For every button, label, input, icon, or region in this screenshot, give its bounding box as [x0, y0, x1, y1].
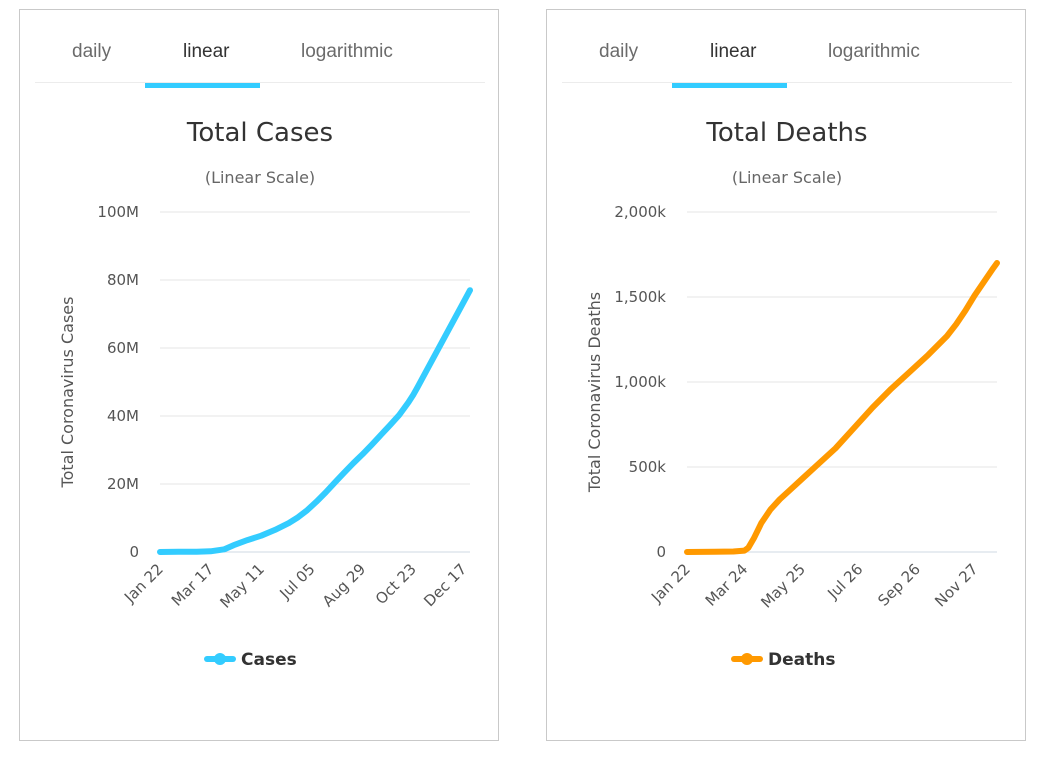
deaths-x-tick-label: Sep 26 — [874, 560, 924, 610]
deaths-chart-title: Total Deaths — [705, 118, 867, 148]
cases-chart-panel: daily linear logarithmic Total Cases (Lin… — [19, 9, 499, 741]
cases-x-tick-label: Dec 17 — [420, 560, 470, 610]
cases-y-tick-label: 80M — [107, 271, 139, 289]
cases-series-line — [160, 290, 470, 552]
deaths-x-tick-label: Mar 24 — [702, 560, 752, 610]
deaths-y-axis-title: Total Coronavirus Deaths — [585, 292, 604, 493]
cases-y-axis-title: Total Coronavirus Cases — [58, 297, 77, 489]
deaths-y-tick-label: 1,000k — [614, 373, 666, 391]
cases-x-tick-label: May 11 — [216, 560, 268, 612]
cases-y-tick-label: 0 — [129, 543, 139, 561]
cases-chart-title: Total Cases — [186, 118, 333, 148]
deaths-chart-subtitle: (Linear Scale) — [732, 168, 842, 187]
deaths-legend-label: Deaths — [768, 650, 835, 670]
cases-y-tick-label: 40M — [107, 407, 139, 425]
cases-legend-marker — [214, 653, 226, 665]
deaths-y-tick-label: 1,500k — [614, 288, 666, 306]
cases-y-tick-label: 100M — [97, 203, 139, 221]
deaths-y-tick-label: 500k — [629, 458, 667, 476]
deaths-legend-marker — [741, 653, 753, 665]
cases-x-tick-label: Jan 22 — [120, 560, 167, 607]
cases-y-tick-label: 20M — [107, 475, 139, 493]
cases-x-tick-label: Oct 23 — [372, 560, 420, 608]
deaths-x-tick-label: Jan 22 — [647, 560, 694, 607]
deaths-chart: Total Deaths (Linear Scale) 0 500k 1,000k 1,5… — [547, 10, 1025, 740]
cases-chart: Total Cases (Linear Scale) 0 20M 40M 60M 80M 10… — [20, 10, 498, 740]
deaths-y-tick-label: 0 — [656, 543, 666, 561]
cases-x-tick-label: Jul 05 — [276, 560, 319, 603]
deaths-chart-panel: daily linear logarithmic Total Deaths (Li… — [546, 9, 1026, 741]
deaths-x-tick-label: Nov 27 — [931, 560, 981, 610]
deaths-x-tick-label: Jul 26 — [823, 560, 866, 603]
cases-x-tick-label: Aug 29 — [319, 560, 369, 610]
deaths-series-line — [687, 263, 997, 552]
cases-x-tick-label: Mar 17 — [168, 560, 218, 610]
cases-y-tick-label: 60M — [107, 339, 139, 357]
deaths-y-tick-label: 2,000k — [614, 203, 666, 221]
deaths-x-tick-label: May 25 — [757, 560, 809, 612]
cases-legend-label: Cases — [241, 650, 297, 670]
cases-chart-subtitle: (Linear Scale) — [205, 168, 315, 187]
